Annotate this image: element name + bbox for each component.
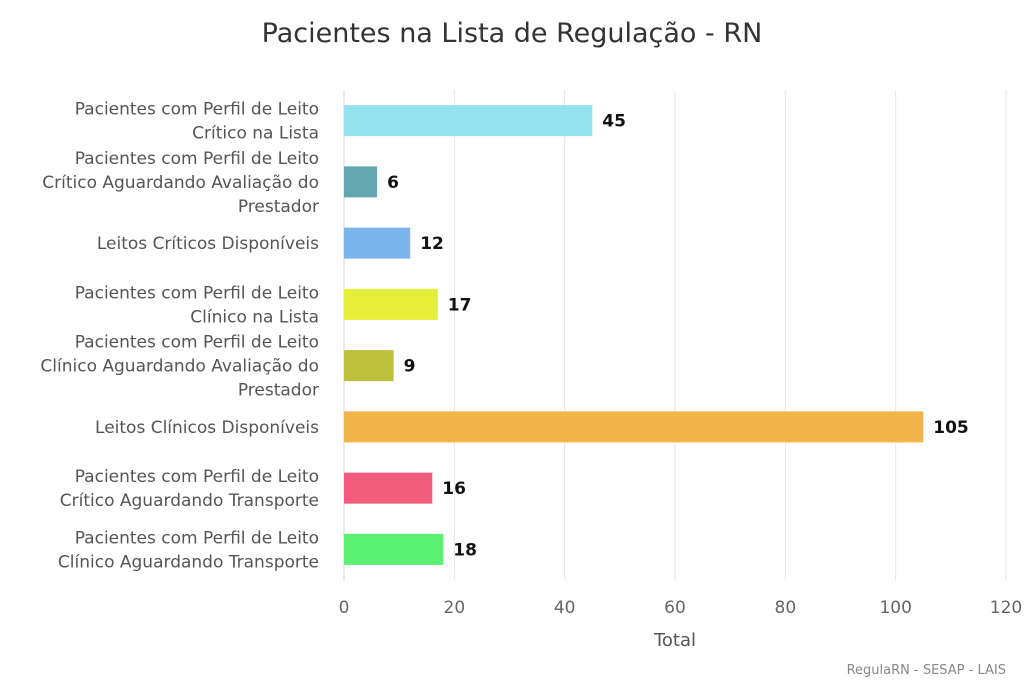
data-label: 105: [933, 418, 969, 438]
data-label: 6: [387, 173, 399, 193]
category-label: Pacientes com Perfil de Leito: [75, 467, 319, 487]
chart-title: Pacientes na Lista de Regulação - RN: [262, 18, 763, 49]
category-label: Pacientes com Perfil de Leito: [75, 528, 319, 548]
data-label: 45: [602, 112, 626, 132]
x-tick-label: 40: [554, 598, 576, 618]
x-tick-label: 120: [990, 598, 1022, 618]
category-label: Crítico na Lista: [192, 124, 319, 144]
category-label: Prestador: [238, 381, 319, 401]
grid-lines: [343, 90, 1007, 580]
category-label: Clínico Aguardando Transporte: [58, 552, 319, 572]
bar: [344, 105, 593, 137]
bar: [344, 472, 433, 504]
category-label: Pacientes com Perfil de Leito: [75, 333, 319, 353]
data-label: 16: [442, 479, 466, 499]
category-label: Pacientes com Perfil de Leito: [75, 149, 319, 169]
x-axis-ticks: 0 20 40 60 80 100 120: [339, 598, 1023, 618]
x-tick-label: 60: [664, 598, 686, 618]
bars: 45 6 12 17 9 105 16 18: [344, 105, 969, 565]
x-axis-title: Total: [653, 630, 696, 651]
category-label: Leitos Clínicos Disponíveis: [95, 418, 319, 438]
bar: [344, 227, 411, 259]
data-label: 9: [404, 357, 416, 377]
x-tick-label: 20: [444, 598, 466, 618]
x-tick-label: 0: [339, 598, 350, 618]
category-label: Crítico Aguardando Avaliação do: [42, 173, 319, 193]
category-label: Pacientes com Perfil de Leito: [75, 100, 319, 120]
x-tick-label: 100: [879, 598, 911, 618]
bar: [344, 350, 394, 382]
bar: [344, 166, 378, 198]
category-label: Leitos Críticos Disponíveis: [97, 234, 319, 254]
data-label: 18: [453, 540, 477, 560]
data-label: 17: [448, 295, 472, 315]
category-label: Pacientes com Perfil de Leito: [75, 283, 319, 303]
data-label: 12: [420, 234, 444, 254]
category-label: Clínico na Lista: [190, 307, 319, 327]
category-label: Crítico Aguardando Transporte: [60, 491, 319, 511]
bar: [344, 411, 924, 443]
category-label: Prestador: [238, 197, 319, 217]
category-label: Clínico Aguardando Avaliação do: [40, 357, 319, 377]
bar: [344, 533, 444, 565]
bar: [344, 288, 438, 320]
category-labels: Pacientes com Perfil de Leito Crítico na …: [40, 100, 319, 573]
x-tick-label: 80: [775, 598, 797, 618]
credit-text: RegulaRN - SESAP - LAIS: [847, 663, 1006, 678]
